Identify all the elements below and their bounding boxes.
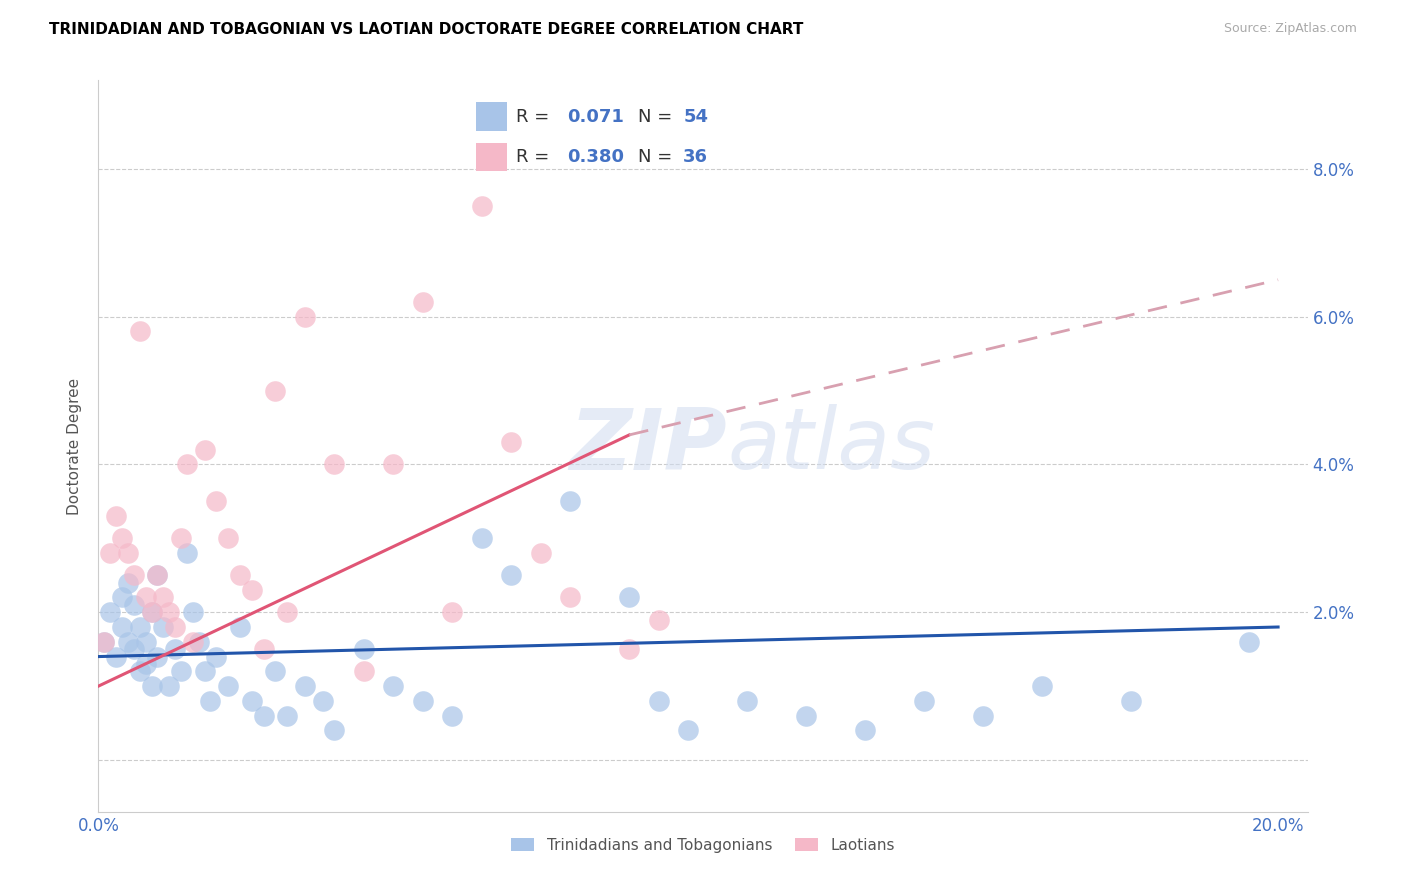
Point [176,546,198,560]
Point [471,199,494,213]
Point [117,575,139,590]
Point [135,591,157,605]
Point [128,665,150,679]
Point [412,294,434,309]
Point [560,591,582,605]
Point [181,634,204,648]
Point [619,591,641,605]
Point [122,642,145,657]
Point [141,605,163,619]
Point [157,679,180,693]
Point [194,442,217,457]
Point [530,546,553,560]
Point [170,665,193,679]
Point [560,494,582,508]
Point [111,532,134,546]
Point [353,642,375,657]
Point [98,546,121,560]
Point [128,620,150,634]
Point [128,325,150,339]
Point [912,694,935,708]
Point [205,494,228,508]
Point [146,568,169,582]
Point [311,694,333,708]
Legend: Trinidadians and Tobagonians, Laotians: Trinidadians and Tobagonians, Laotians [505,831,901,859]
Text: Source: ZipAtlas.com: Source: ZipAtlas.com [1223,22,1357,36]
Point [648,694,671,708]
Point [276,708,298,723]
Point [165,620,187,634]
Point [135,634,157,648]
Point [152,620,174,634]
Point [276,605,298,619]
Point [152,591,174,605]
Point [205,649,228,664]
Point [501,568,523,582]
Point [294,679,316,693]
Point [229,620,252,634]
Point [252,642,274,657]
Point [323,458,346,472]
Point [240,694,263,708]
Point [441,605,464,619]
Y-axis label: Doctorate Degree: Doctorate Degree [67,377,83,515]
Point [619,642,641,657]
Point [382,679,405,693]
Point [105,649,128,664]
Point [217,532,239,546]
Point [98,605,121,619]
Point [735,694,758,708]
Point [853,723,876,738]
Point [382,458,405,472]
Point [471,532,494,546]
Point [176,458,198,472]
Point [353,665,375,679]
Point [194,665,217,679]
Point [146,568,169,582]
Point [264,384,287,398]
Point [135,657,157,671]
Point [141,605,163,619]
Point [111,591,134,605]
Point [146,649,169,664]
Point [217,679,239,693]
Point [165,642,187,657]
Point [111,620,134,634]
Point [187,634,209,648]
Point [93,634,115,648]
Point [1031,679,1053,693]
Point [323,723,346,738]
Point [181,605,204,619]
Point [122,568,145,582]
Point [157,605,180,619]
Point [200,694,222,708]
Point [252,708,274,723]
Text: ZIP: ZIP [569,404,727,488]
Point [678,723,700,738]
Point [1119,694,1142,708]
Point [141,679,163,693]
Text: TRINIDADIAN AND TOBAGONIAN VS LAOTIAN DOCTORATE DEGREE CORRELATION CHART: TRINIDADIAN AND TOBAGONIAN VS LAOTIAN DO… [49,22,804,37]
Point [794,708,817,723]
Point [105,509,128,524]
Point [240,583,263,598]
Point [1237,634,1260,648]
Point [122,598,145,612]
Point [501,435,523,450]
Point [117,546,139,560]
Point [117,634,139,648]
Point [93,634,115,648]
Point [294,310,316,324]
Point [648,613,671,627]
Point [412,694,434,708]
Text: atlas: atlas [727,404,935,488]
Point [170,532,193,546]
Point [972,708,994,723]
Point [441,708,464,723]
Point [264,665,287,679]
Point [229,568,252,582]
